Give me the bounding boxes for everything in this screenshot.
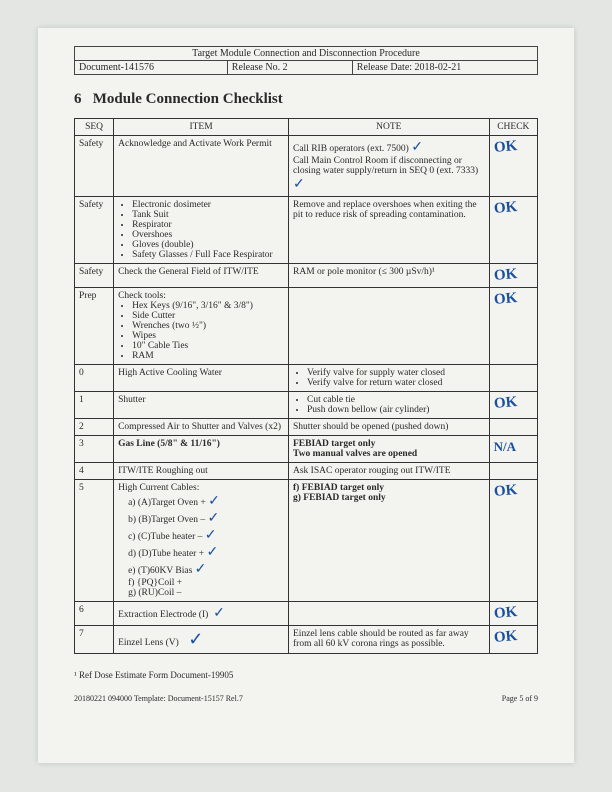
seq-cell: 4 [75, 463, 114, 480]
table-row: 0High Active Cooling WaterVerify valve f… [75, 365, 538, 392]
footnote: ¹ Ref Dose Estimate Form Document-19905 [74, 670, 538, 680]
seq-cell: 2 [75, 419, 114, 436]
release-no: Release No. 2 [227, 61, 352, 75]
table-row: SafetyAcknowledge and Activate Work Perm… [75, 136, 538, 197]
check-cell: OK [489, 602, 537, 626]
table-row: 6Extraction Electrode (I) ✓ OK [75, 602, 538, 626]
check-cell [489, 463, 537, 480]
item-cell: High Current Cables:a) (A)Target Oven + … [114, 480, 289, 602]
seq-cell: Safety [75, 197, 114, 264]
footer-left: 20180221 094000 Template: Document-15157… [74, 694, 243, 703]
seq-cell: 5 [75, 480, 114, 602]
note-cell: Cut cable tiePush down bellow (air cylin… [289, 392, 490, 419]
doc-title: Target Module Connection and Disconnecti… [75, 47, 538, 61]
col-note: NOTE [289, 119, 490, 136]
note-cell: Ask ISAC operator rouging out ITW/ITE [289, 463, 490, 480]
note-cell: Einzel lens cable should be routed as fa… [289, 626, 490, 654]
check-cell: OK [489, 392, 537, 419]
table-row: 3Gas Line (5/8" & 11/16")FEBIAD target o… [75, 436, 538, 463]
note-cell: Verify valve for supply water closedVeri… [289, 365, 490, 392]
table-row: 7Einzel Lens (V) ✓Einzel lens cable shou… [75, 626, 538, 654]
check-cell: OK [489, 197, 537, 264]
table-row: SafetyCheck the General Field of ITW/ITE… [75, 264, 538, 288]
note-cell: FEBIAD target onlyTwo manual valves are … [289, 436, 490, 463]
release-date: Release Date: 2018-02-21 [352, 61, 537, 75]
table-row: 4ITW/ITE Roughing outAsk ISAC operator r… [75, 463, 538, 480]
item-cell: Shutter [114, 392, 289, 419]
seq-cell: Safety [75, 136, 114, 197]
check-cell [489, 419, 537, 436]
note-cell: Remove and replace overshoes when exitin… [289, 197, 490, 264]
item-cell: Check the General Field of ITW/ITE [114, 264, 289, 288]
table-row: PrepCheck tools:Hex Keys (9/16", 3/16" &… [75, 288, 538, 365]
seq-cell: 3 [75, 436, 114, 463]
table-row: 1ShutterCut cable tiePush down bellow (a… [75, 392, 538, 419]
col-check: CHECK [489, 119, 537, 136]
col-item: ITEM [114, 119, 289, 136]
checklist-table: SEQ ITEM NOTE CHECK SafetyAcknowledge an… [74, 118, 538, 654]
item-cell: Check tools:Hex Keys (9/16", 3/16" & 3/8… [114, 288, 289, 365]
section-heading: 6 Module Connection Checklist [74, 91, 538, 108]
check-cell: OK [489, 136, 537, 197]
seq-cell: 6 [75, 602, 114, 626]
seq-cell: 7 [75, 626, 114, 654]
table-row: SafetyElectronic dosimeterTank SuitRespi… [75, 197, 538, 264]
footer-right: Page 5 of 9 [502, 694, 538, 703]
item-cell: ITW/ITE Roughing out [114, 463, 289, 480]
table-row: 2Compressed Air to Shutter and Valves (x… [75, 419, 538, 436]
check-cell: OK [489, 626, 537, 654]
item-cell: Gas Line (5/8" & 11/16") [114, 436, 289, 463]
check-cell: OK [489, 264, 537, 288]
col-seq: SEQ [75, 119, 114, 136]
item-cell: Einzel Lens (V) ✓ [114, 626, 289, 654]
seq-cell: Safety [75, 264, 114, 288]
note-cell: f) FEBIAD target onlyg) FEBIAD target on… [289, 480, 490, 602]
check-cell: OK [489, 480, 537, 602]
seq-cell: 0 [75, 365, 114, 392]
page-footer: 20180221 094000 Template: Document-15157… [74, 694, 538, 703]
doc-header-table: Target Module Connection and Disconnecti… [74, 46, 538, 75]
note-cell [289, 288, 490, 365]
item-cell: Electronic dosimeterTank SuitRespiratorO… [114, 197, 289, 264]
check-cell [489, 365, 537, 392]
note-cell: Call RIB operators (ext. 7500) ✓Call Mai… [289, 136, 490, 197]
page: Target Module Connection and Disconnecti… [38, 28, 574, 763]
note-cell: RAM or pole monitor (≤ 300 µSv/h)¹ [289, 264, 490, 288]
check-cell: N/A [489, 436, 537, 463]
seq-cell: 1 [75, 392, 114, 419]
table-row: 5High Current Cables:a) (A)Target Oven +… [75, 480, 538, 602]
note-cell: Shutter should be opened (pushed down) [289, 419, 490, 436]
item-cell: Extraction Electrode (I) ✓ [114, 602, 289, 626]
item-cell: High Active Cooling Water [114, 365, 289, 392]
check-cell: OK [489, 288, 537, 365]
note-cell [289, 602, 490, 626]
item-cell: Compressed Air to Shutter and Valves (x2… [114, 419, 289, 436]
doc-number: Document-141576 [75, 61, 228, 75]
item-cell: Acknowledge and Activate Work Permit [114, 136, 289, 197]
seq-cell: Prep [75, 288, 114, 365]
